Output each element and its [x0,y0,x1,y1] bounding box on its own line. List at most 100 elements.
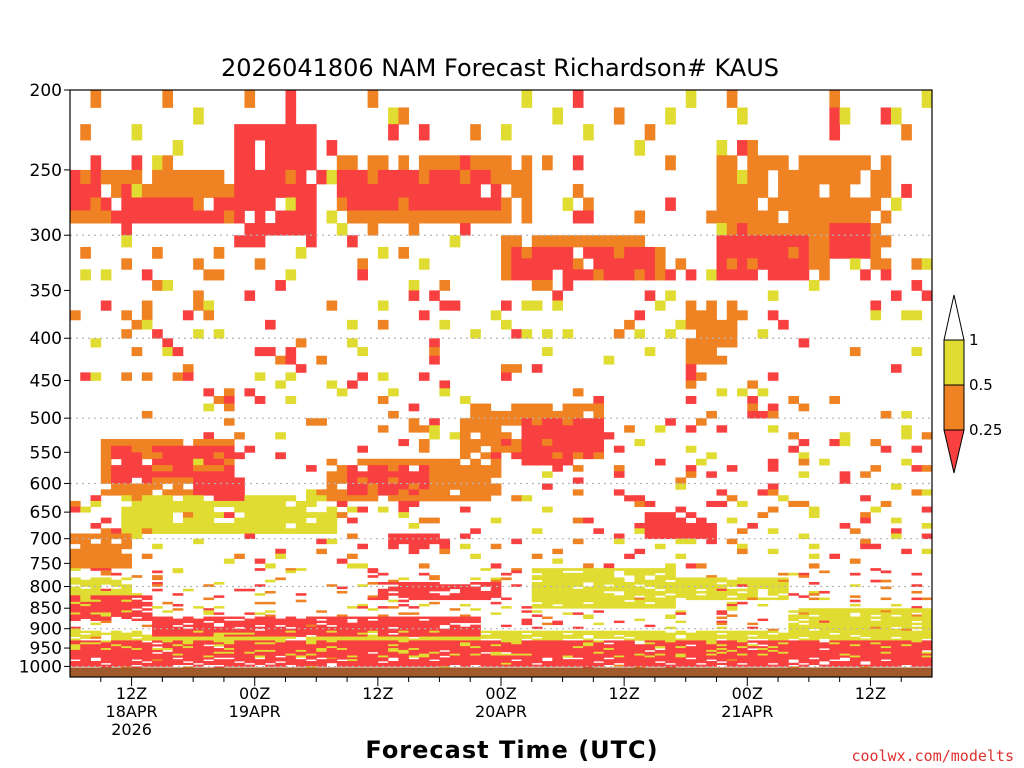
heatmap-cell [254,210,266,224]
heatmap-cell [80,548,91,555]
heatmap-cell [264,651,276,655]
heatmap-cell [716,595,728,598]
heatmap-cell [706,329,717,339]
heatmap-cell [162,610,174,613]
heatmap-cell [706,586,717,590]
heatmap-cell [737,646,748,649]
heatmap-cell [285,632,297,635]
heatmap-cell [377,653,389,656]
heatmap-cell [254,644,266,647]
heatmap-cell [706,581,717,585]
heatmap-cell [182,651,194,655]
heatmap-cell [152,528,163,534]
heatmap-cell [634,586,646,590]
heatmap-cell [870,661,882,664]
heatmap-cell [583,124,594,141]
heatmap-cell [131,603,143,607]
heatmap-cell [347,664,358,667]
heatmap-cell [121,471,132,478]
heatmap-cell [624,581,635,585]
heatmap-cell [100,300,112,311]
heatmap-cell [439,586,451,590]
heatmap-cell [459,614,471,617]
heatmap-cell [490,169,502,185]
heatmap-cell [788,445,799,453]
heatmap-cell [849,610,861,613]
heatmap-cell [234,655,245,658]
heatmap-cell [449,628,461,632]
heatmap-cell [675,595,687,598]
heatmap-cell [254,636,266,639]
heatmap-cell [121,646,132,649]
heatmap-cell [808,581,820,585]
heatmap-cell [121,642,132,645]
heatmap-cell [172,372,184,381]
heatmap-cell [388,649,399,653]
heatmap-cell [583,579,594,583]
heatmap-cell [377,662,389,666]
heatmap-cell [193,644,204,647]
heatmap-cell [223,626,235,630]
heatmap-cell [654,575,666,578]
heatmap-cell [501,642,512,645]
heatmap-cell [306,183,317,198]
heatmap-cell [521,432,533,440]
heatmap-cell [521,425,533,433]
heatmap-cell [326,638,338,641]
heatmap-cell [162,280,174,291]
heatmap-cell [70,577,81,581]
heatmap-cell [511,452,522,460]
heatmap-cell [398,620,410,624]
heatmap-cell [193,661,204,664]
heatmap-cell [429,495,440,502]
heatmap-cell [654,653,666,656]
heatmap-cell [377,640,389,643]
heatmap-cell [819,155,830,171]
heatmap-cell [798,644,810,647]
heatmap-cell [459,169,471,185]
heatmap-cell [459,432,471,440]
heatmap-cell [716,626,728,630]
heatmap-cell [778,655,789,658]
heatmap-cell [408,620,420,624]
heatmap-cell [182,653,194,656]
heatmap-cell [162,655,174,658]
heatmap-cell [470,649,481,653]
heatmap-cell [767,581,779,585]
heatmap-cell [182,364,194,373]
heatmap-cell [624,653,635,656]
heatmap-cell [162,651,174,655]
heatmap-cell [531,648,543,651]
heatmap-cell [90,577,102,581]
heatmap-cell [275,646,286,649]
heatmap-cell [788,396,799,404]
heatmap-cell [131,471,143,478]
heatmap-cell [213,169,225,185]
heatmap-cell [880,661,892,664]
heatmap-cell [306,495,317,502]
heatmap-cell [695,636,707,639]
heatmap-cell [418,595,430,598]
heatmap-cell [470,489,481,496]
heatmap-cell [429,347,440,357]
heatmap-cell [141,465,153,472]
heatmap-cell [408,500,420,507]
heatmap-cell [819,664,830,667]
heatmap-cell [798,620,810,624]
heatmap-cell [819,642,830,645]
heatmap-cell [306,664,317,667]
heatmap-cell [490,644,502,647]
heatmap-cell [408,280,420,291]
heatmap-cell [675,319,687,330]
heatmap-cell [388,638,399,641]
heatmap-cell [819,622,830,626]
heatmap-cell [665,664,676,667]
heatmap-cell [70,610,81,613]
x-tick-label: 12Z [608,684,639,703]
heatmap-cell [295,512,307,518]
heatmap-cell [100,439,112,447]
heatmap-cell [552,622,563,626]
heatmap-cell [542,588,553,592]
heatmap-cell [90,210,102,224]
heatmap-cell [306,512,317,518]
